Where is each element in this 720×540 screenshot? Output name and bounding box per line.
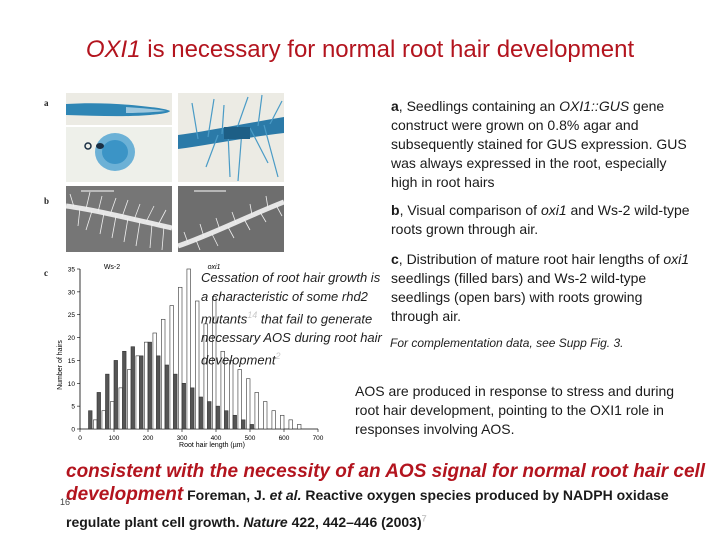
y-axis-label: Number of hairs [57,340,64,390]
bar-ws2 [229,360,234,430]
slide-number: 16 [60,497,71,507]
bar-ws2 [288,419,293,430]
bar-oxi1 [232,414,237,430]
bar-ws2 [246,378,251,430]
bar-oxi1 [249,424,254,430]
panel-b-label: b [44,196,50,206]
bar-oxi1 [181,382,186,430]
bar-ws2 [280,414,285,430]
bar-ws2 [263,401,268,430]
x-axis-label: Root hair length (µm) [179,442,245,449]
bar-oxi1 [164,364,169,430]
legend-oxi1: oxi1 [208,264,221,271]
x-tick-label: 200 [143,435,154,442]
x-tick-label: 100 [109,435,120,442]
x-tick-label: 700 [313,435,324,442]
bar-ws2 [127,369,132,430]
bar-oxi1 [130,346,135,430]
y-tick-label: 10 [68,381,76,388]
gus-seedling-photo [66,127,172,182]
bar-ws2 [271,410,276,430]
bar-ws2 [152,332,157,430]
bar-ws2 [161,318,166,430]
bar-oxi1 [224,410,229,430]
bar-oxi1 [156,355,161,430]
bar-ws2 [212,296,217,430]
y-tick-label: 25 [68,312,76,319]
bar-ws2 [178,286,183,430]
bar-oxi1 [241,419,246,430]
caption-a: a, Seedlings containing an OXI1::GUS gen… [391,98,687,190]
panel-c-label: c [44,268,48,278]
legend-ws2: Ws-2 [104,264,120,271]
supp-note: For complementation data, see Supp Fig. … [390,336,624,350]
bar-oxi1 [139,355,144,430]
bar-ws2 [220,350,225,430]
bar-ws2 [135,355,140,430]
bar-ws2 [101,410,106,430]
bar-ws2 [93,419,98,430]
bar-ws2 [254,392,259,430]
bar-ws2 [195,300,200,430]
bar-ws2 [169,305,174,430]
bar-oxi1 [173,373,178,430]
bar-oxi1 [198,396,203,430]
bar-oxi1 [215,405,220,430]
bar-ws2 [237,369,242,430]
gus-root-tip-photo [66,93,172,125]
bar-oxi1 [207,401,212,430]
x-tick-label: 400 [211,435,222,442]
y-tick-label: 15 [68,358,76,365]
y-tick-label: 35 [68,267,76,274]
bar-oxi1 [147,341,152,430]
panel-a-label: a [44,98,49,108]
x-tick-label: 500 [245,435,256,442]
y-tick-label: 5 [71,404,75,411]
bar-oxi1 [105,373,110,430]
bar-oxi1 [122,350,127,430]
bar-ws2 [297,424,302,430]
oxi1-root-photo [178,186,284,252]
slide-title: OXI1 is necessary for normal root hair d… [85,36,635,63]
bar-oxi1 [190,387,195,430]
bar-oxi1 [88,410,93,430]
x-tick-label: 300 [177,435,188,442]
bar-ws2 [118,387,123,430]
bar-ws2 [186,268,191,430]
bar-oxi1 [113,360,118,430]
bar-ws2 [203,323,208,430]
gus-root-hair-photo [178,93,284,182]
caption-b: b, Visual comparison of oxi1 and Ws-2 wi… [391,202,690,237]
cessation-note: Cessation of root hair growth is a chara… [201,270,382,368]
x-tick-label: 600 [279,435,290,442]
caption-c: c, Distribution of mature root hair leng… [391,251,690,324]
x-tick-label: 0 [78,435,82,442]
bar-oxi1 [96,392,101,430]
y-tick-label: 0 [71,427,75,434]
y-tick-label: 20 [68,335,76,342]
aos-note: AOS are produced in response to stress a… [355,383,675,437]
ws2-root-photo [66,186,172,252]
bottom-conclusion: consistent with the necessity of an AOS … [66,461,706,530]
root-hair-histogram: Ws-2 oxi1 Number of hairs Root hair leng… [57,264,324,449]
bar-ws2 [110,401,115,430]
y-tick-label: 30 [68,289,76,296]
bar-ws2 [144,341,149,430]
